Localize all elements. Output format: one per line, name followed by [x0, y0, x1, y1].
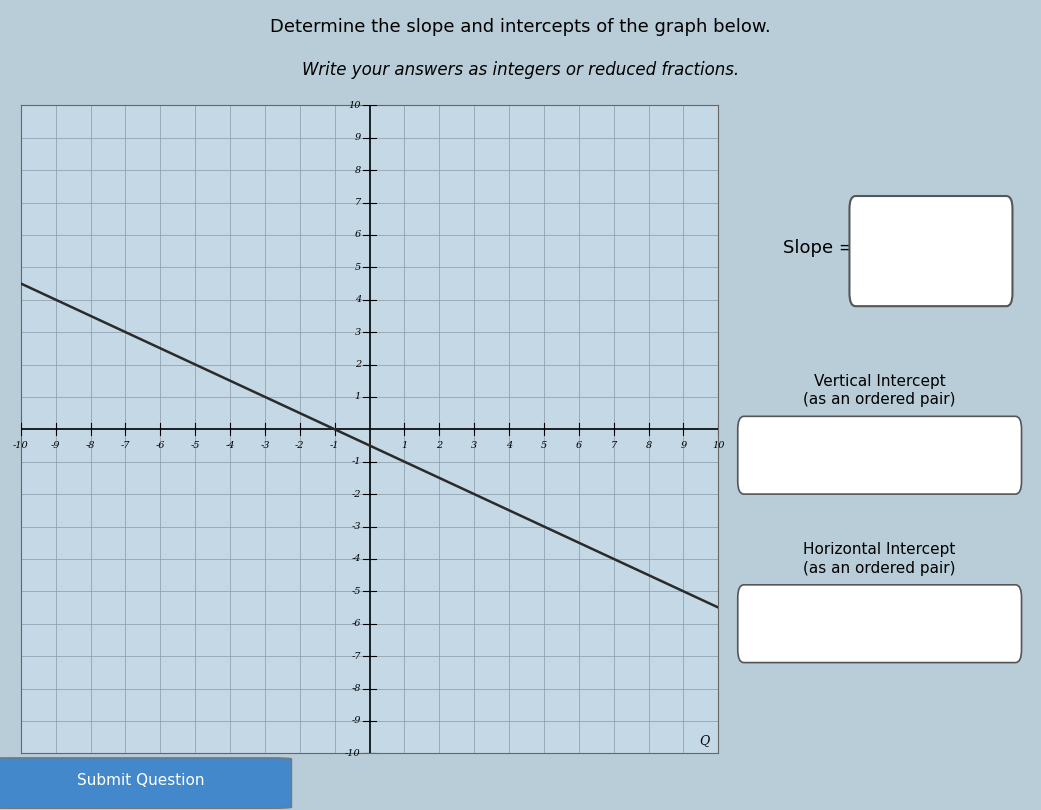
Text: Q: Q	[700, 734, 710, 747]
Text: Vertical Intercept
(as an ordered pair): Vertical Intercept (as an ordered pair)	[804, 373, 956, 407]
Text: 10: 10	[712, 441, 725, 450]
Text: 3: 3	[471, 441, 478, 450]
Text: Slope =: Slope =	[783, 239, 854, 257]
Text: 1: 1	[401, 441, 408, 450]
Text: 7: 7	[610, 441, 617, 450]
Text: 6: 6	[576, 441, 582, 450]
Text: -1: -1	[330, 441, 339, 450]
Text: -5: -5	[351, 586, 361, 596]
Text: 8: 8	[645, 441, 652, 450]
Text: 3: 3	[355, 327, 361, 337]
FancyBboxPatch shape	[738, 416, 1021, 494]
Text: -1: -1	[351, 457, 361, 467]
Text: -8: -8	[85, 441, 96, 450]
Text: -7: -7	[121, 441, 130, 450]
FancyBboxPatch shape	[738, 585, 1021, 663]
Text: -10: -10	[345, 748, 361, 758]
Text: 5: 5	[355, 262, 361, 272]
Text: 8: 8	[355, 165, 361, 175]
Text: 6: 6	[355, 230, 361, 240]
Text: -4: -4	[351, 554, 361, 564]
Text: 4: 4	[355, 295, 361, 305]
Text: -3: -3	[351, 522, 361, 531]
Text: -9: -9	[51, 441, 60, 450]
Text: -4: -4	[225, 441, 235, 450]
Text: Horizontal Intercept
(as an ordered pair): Horizontal Intercept (as an ordered pair…	[804, 542, 956, 576]
FancyBboxPatch shape	[0, 758, 291, 808]
Text: -7: -7	[351, 651, 361, 661]
Text: 9: 9	[680, 441, 687, 450]
Text: -6: -6	[351, 619, 361, 629]
Text: 5: 5	[540, 441, 548, 450]
Text: -5: -5	[191, 441, 200, 450]
Text: 7: 7	[355, 198, 361, 207]
Text: 2: 2	[355, 360, 361, 369]
Text: 4: 4	[506, 441, 512, 450]
Text: 2: 2	[436, 441, 442, 450]
Text: 10: 10	[349, 100, 361, 110]
Text: Submit Question: Submit Question	[77, 773, 204, 788]
Text: 9: 9	[355, 133, 361, 143]
Text: Write your answers as integers or reduced fractions.: Write your answers as integers or reduce…	[302, 61, 739, 79]
Text: Determine the slope and intercepts of the graph below.: Determine the slope and intercepts of th…	[270, 18, 771, 36]
Text: -3: -3	[260, 441, 270, 450]
Text: -2: -2	[295, 441, 305, 450]
Text: -8: -8	[351, 684, 361, 693]
Text: -2: -2	[351, 489, 361, 499]
Text: 1: 1	[355, 392, 361, 402]
Text: -10: -10	[12, 441, 29, 450]
FancyBboxPatch shape	[849, 196, 1013, 306]
Text: -6: -6	[155, 441, 166, 450]
Text: -9: -9	[351, 716, 361, 726]
